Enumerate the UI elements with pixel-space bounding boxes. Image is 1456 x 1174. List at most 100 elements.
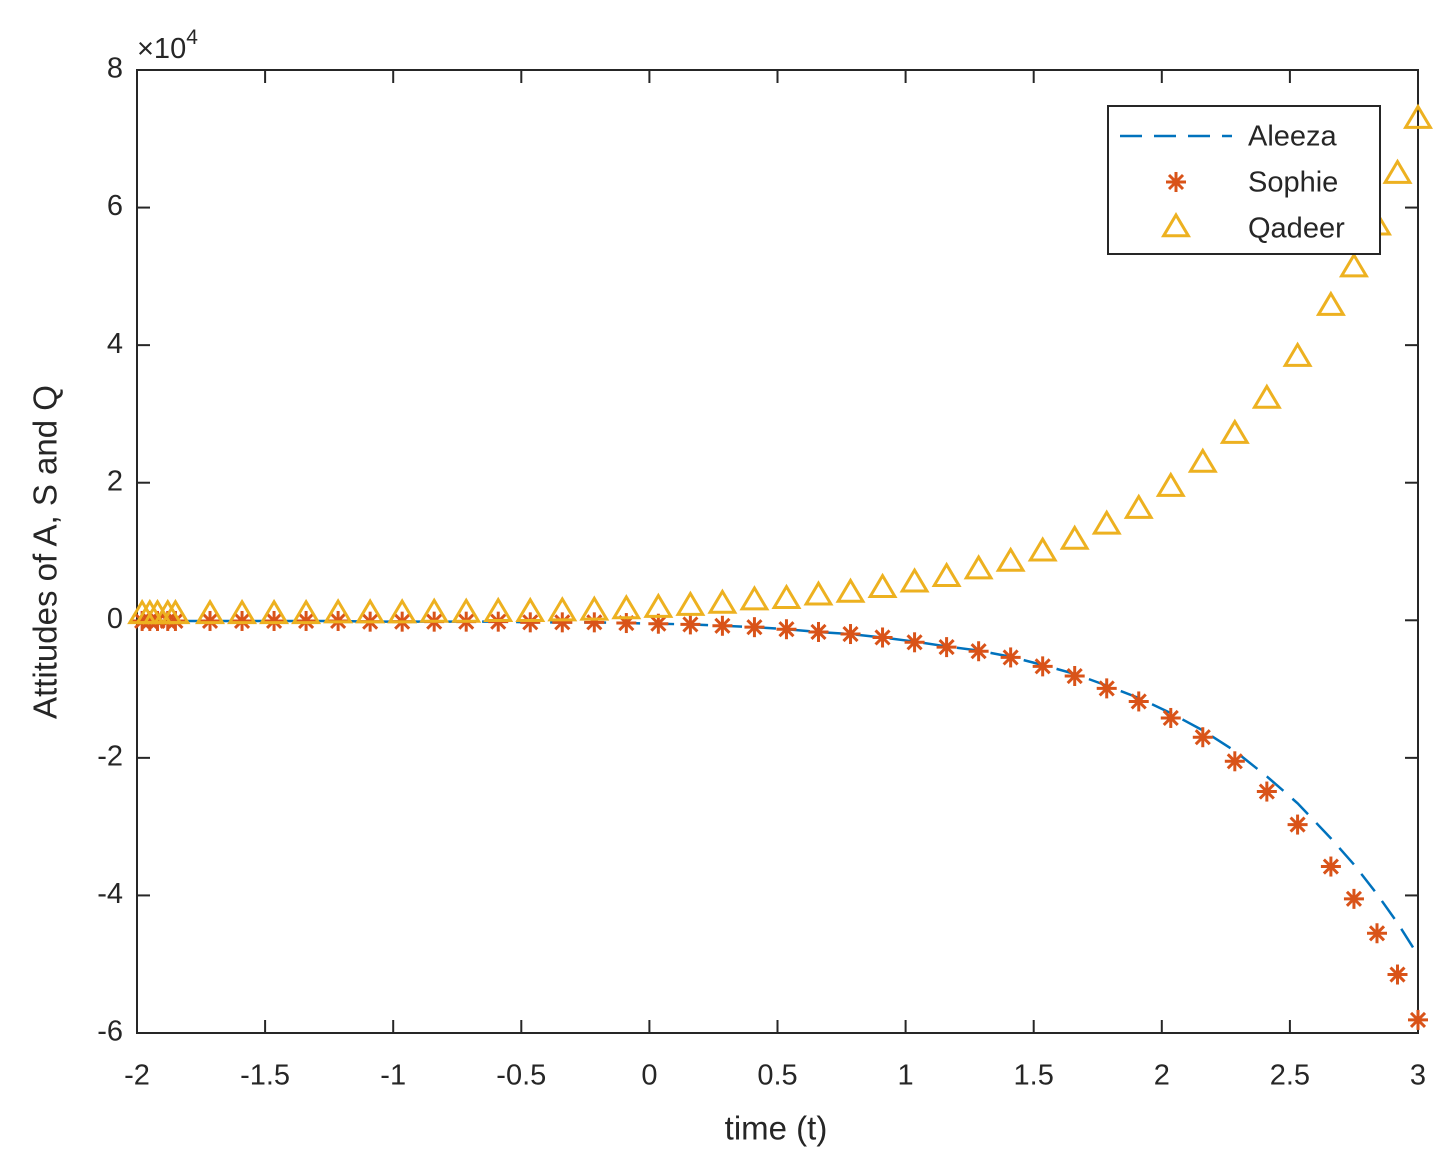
star-arm: [1345, 890, 1363, 907]
point: [547, 596, 578, 622]
point: [995, 546, 1026, 572]
legend-label: Sophie: [1248, 167, 1338, 199]
star-arm: [1034, 658, 1051, 675]
star-arm: [778, 621, 795, 638]
y-tick-label: 2: [107, 465, 123, 497]
point: [643, 592, 674, 618]
point: [1219, 418, 1250, 444]
star-arm: [938, 639, 955, 656]
point: [259, 598, 290, 625]
star-arm: [1322, 858, 1339, 875]
point: [776, 619, 797, 640]
point: [1287, 814, 1308, 835]
star-arm: [1167, 173, 1185, 191]
x-tick-label: 3: [1410, 1060, 1426, 1092]
point: [323, 598, 354, 624]
legend-label: Qadeer: [1248, 213, 1345, 245]
point: [771, 583, 802, 609]
x-tick-label: 2: [1154, 1060, 1170, 1092]
point: [739, 585, 770, 611]
point: [584, 612, 605, 633]
point: [355, 598, 386, 624]
point: [904, 632, 925, 653]
point: [840, 624, 861, 645]
point: [483, 596, 514, 623]
y-tick-label: -2: [97, 741, 123, 773]
star-arm: [874, 629, 891, 646]
point: [675, 590, 706, 616]
point: [1027, 536, 1058, 562]
x-tick-label: 1.5: [1014, 1060, 1054, 1092]
point: [419, 597, 450, 623]
star-arm: [1162, 709, 1179, 727]
point: [616, 613, 637, 634]
point: [1155, 471, 1186, 497]
point: [1282, 341, 1313, 367]
point: [872, 627, 893, 648]
multiplier-exponent: 4: [186, 26, 198, 49]
star-arm: [682, 616, 699, 633]
legend-label: Aleeza: [1248, 121, 1338, 153]
point: [1096, 678, 1117, 699]
point: [1408, 1009, 1428, 1030]
point: [1192, 727, 1213, 748]
point: [1338, 252, 1369, 278]
point: [803, 580, 834, 606]
point: [936, 637, 957, 658]
point: [1256, 781, 1277, 802]
star-arm: [906, 634, 923, 651]
series-line: [142, 619, 1420, 956]
point: [1032, 656, 1053, 677]
legend-box: [1107, 105, 1381, 255]
point: [808, 621, 829, 642]
x-tick-label: -0.5: [496, 1060, 546, 1092]
plot-frame: [136, 69, 1419, 1034]
point: [552, 612, 573, 633]
star-arm: [298, 612, 315, 630]
star-arm: [167, 612, 184, 630]
point: [744, 617, 765, 638]
point: [968, 641, 989, 662]
star-arm: [1368, 925, 1386, 942]
point: [160, 598, 191, 625]
point: [232, 610, 253, 631]
point: [515, 596, 546, 623]
point: [1224, 751, 1245, 772]
star-arm: [266, 612, 283, 630]
point: [195, 598, 226, 625]
point: [707, 588, 738, 614]
point: [680, 614, 701, 635]
star-arm: [554, 614, 571, 631]
star-arm: [1130, 693, 1147, 710]
star-arm: [201, 612, 219, 630]
x-tick-label: -2: [124, 1060, 150, 1092]
x-axis-label: time (t): [725, 1110, 828, 1147]
legend: Aleeza Sophie Qadeer: [1107, 105, 1381, 255]
point: [611, 594, 642, 620]
point: [1064, 666, 1085, 687]
y-tick-label: 0: [107, 603, 123, 635]
point: [712, 615, 733, 636]
star-arm: [746, 619, 763, 636]
star-arm: [1194, 729, 1211, 746]
point: [1091, 509, 1122, 535]
point: [579, 595, 610, 621]
multiplier-base: ×10: [137, 33, 186, 65]
point: [387, 598, 418, 624]
point: [1251, 383, 1282, 409]
y-multiplier: ×104: [137, 26, 198, 65]
point: [520, 612, 541, 633]
y-tick-label: 4: [107, 328, 123, 360]
star-arm: [1226, 753, 1243, 770]
x-tick-label: -1: [380, 1060, 406, 1092]
point: [963, 554, 994, 580]
point: [451, 597, 482, 623]
star-arm: [1289, 816, 1306, 833]
star-arm: [970, 643, 987, 660]
point: [1128, 691, 1149, 712]
star-arm: [1409, 1011, 1427, 1028]
point: [264, 610, 285, 631]
star-arm: [842, 625, 859, 643]
